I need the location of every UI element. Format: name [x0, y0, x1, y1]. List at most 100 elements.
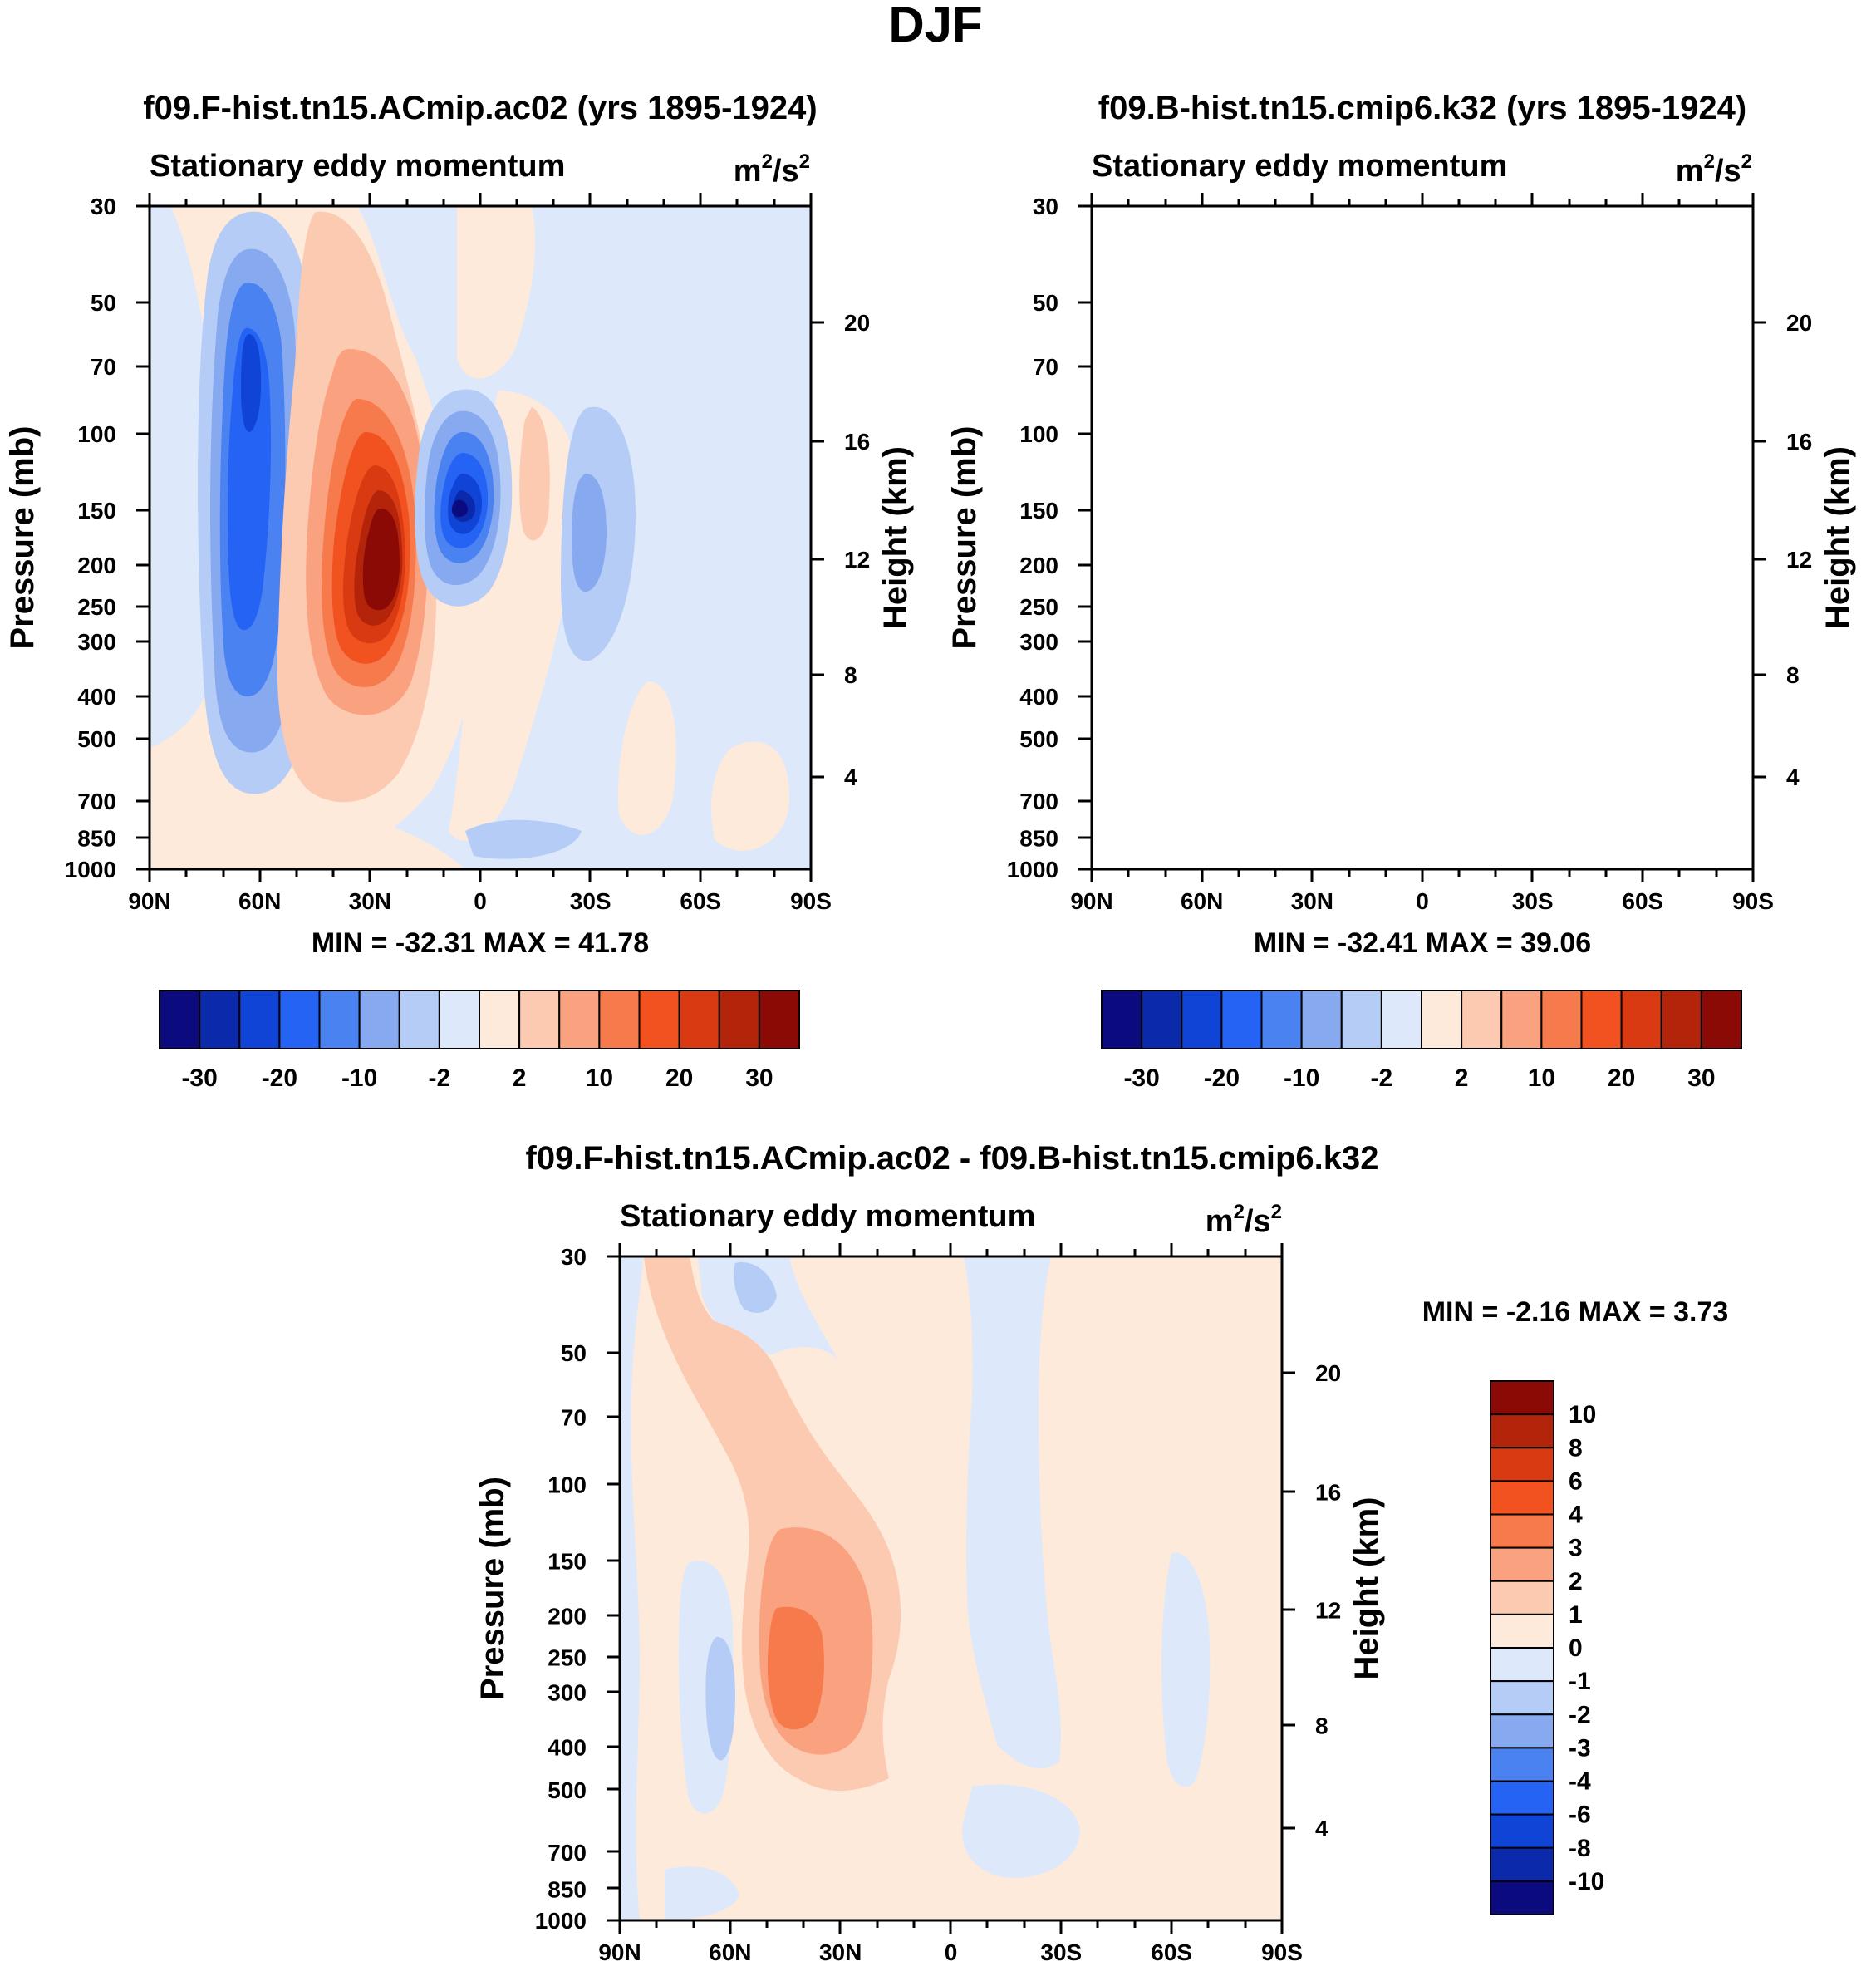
colorbar-swatch	[1620, 990, 1662, 1049]
colorbar-swatch	[1490, 1613, 1554, 1649]
min-value: -32.41	[1338, 927, 1426, 959]
colorbar-swatch	[1490, 1813, 1554, 1849]
colorbar-label: 30	[745, 1064, 773, 1092]
y-right-tick-label: 8	[1786, 662, 1800, 688]
min-value: -32.31	[395, 927, 484, 959]
colorbar-label: 2	[513, 1064, 527, 1092]
contour-negative-band	[451, 499, 468, 517]
min-label: MIN =	[312, 927, 395, 959]
panel-subtitle: Stationary eddy momentum	[1092, 149, 1507, 184]
contour-negative-band	[705, 1636, 735, 1761]
colorbar-swatch	[558, 990, 601, 1049]
colorbar-label: -1	[1569, 1668, 1591, 1695]
colorbar-label: -30	[1123, 1064, 1159, 1092]
colorbar-swatch	[1580, 990, 1623, 1049]
colorbar-swatch	[398, 990, 440, 1049]
x-tick-label: 90N	[128, 888, 170, 914]
colorbar-label: 10	[1528, 1064, 1555, 1092]
colorbar-swatch	[1220, 990, 1263, 1049]
colorbar-swatch	[678, 990, 720, 1049]
contour-negative-band	[734, 1262, 777, 1313]
max-value: 3.73	[1673, 1296, 1728, 1328]
units-label: m2/s2	[734, 150, 810, 189]
colorbar-label: 3	[1569, 1535, 1583, 1562]
x-tick-label: 90S	[1732, 888, 1774, 914]
contour-negative-band	[962, 1784, 1080, 1878]
contour-positive-band	[1285, 465, 1348, 643]
x-tick-label: 60N	[1181, 888, 1223, 914]
contour-negative-band	[1382, 453, 1430, 548]
figure-title: DJF	[888, 0, 982, 52]
colorbar-swatch	[718, 990, 760, 1049]
y-right-tick-label: 4	[1786, 764, 1800, 790]
colorbar-label: -10	[341, 1064, 377, 1092]
colorbar-label: -2	[429, 1064, 451, 1092]
y-tick-label: 700	[548, 1840, 587, 1865]
panel-subtitle: Stationary eddy momentum	[150, 149, 565, 184]
colorbar-swatch	[1490, 1413, 1554, 1449]
y-tick-label: 70	[91, 354, 116, 380]
y-right-axis-title: Height (km)	[1820, 446, 1856, 629]
contour-positive-band	[1264, 399, 1358, 687]
colorbar-swatch	[358, 990, 400, 1049]
contour-negative-band	[1514, 482, 1549, 596]
colorbar-swatch	[1660, 990, 1702, 1049]
colorbar-label: -8	[1569, 1835, 1591, 1862]
y-tick-label: 500	[548, 1777, 587, 1803]
contour-negative-band	[1170, 316, 1213, 622]
colorbar-swatch	[1461, 990, 1503, 1049]
y-tick-label: 700	[77, 789, 116, 814]
colorbar-label: -30	[181, 1064, 217, 1092]
colorbar-label: -2	[1371, 1064, 1393, 1092]
panel-title: f09.B-hist.tn15.cmip6.k32 (yrs 1895-1924…	[1098, 90, 1746, 126]
y-tick-label: 100	[548, 1472, 587, 1497]
colorbar-right: -30 -20 -10 -2 2 10 20 30	[1101, 990, 1742, 1092]
y-right-tick-label: 8	[1315, 1713, 1328, 1739]
contour-negative-band	[964, 1256, 1061, 1769]
colorbar-label: 6	[1569, 1467, 1583, 1495]
max-label: MAX =	[484, 927, 578, 959]
y-right-tick-label: 4	[844, 764, 857, 790]
y-tick-label: 200	[1019, 553, 1058, 578]
colorbar-swatch	[1490, 1846, 1554, 1882]
tick-marks	[136, 193, 824, 882]
contour-field	[1092, 206, 1753, 869]
y-tick-label: 100	[77, 421, 116, 447]
y-tick-label: 250	[1019, 594, 1058, 620]
y-tick-label: 30	[561, 1244, 587, 1270]
colorbar-swatch	[1300, 990, 1343, 1049]
x-tick-label: 90N	[598, 1939, 641, 1965]
colorbar-swatch	[1540, 990, 1583, 1049]
panel-right: f09.B-hist.tn15.cmip6.k32 (yrs 1895-1924…	[1078, 90, 1766, 882]
contour-negative-band	[1377, 428, 1436, 563]
contour-positive-band	[1274, 432, 1353, 664]
colorbar-label: -20	[262, 1064, 297, 1092]
x-tick-label: 90N	[1070, 888, 1112, 914]
y-tick-label: 1000	[65, 857, 116, 882]
y-tick-label: 30	[91, 194, 116, 219]
colorbar-swatch	[1181, 990, 1223, 1049]
y-tick-label: 300	[77, 629, 116, 655]
contour-positive-band	[618, 681, 676, 835]
colorbar-swatch	[1490, 1747, 1554, 1782]
tick-marks	[1078, 193, 1766, 882]
plot-frame	[1090, 204, 1755, 871]
y-tick-label: 400	[548, 1735, 587, 1761]
min-max-label: MIN = -2.16 MAX = 3.73	[1422, 1296, 1729, 1328]
contour-negative-band	[1390, 474, 1424, 534]
contour-positive-band	[1461, 407, 1502, 540]
colorbar-swatch	[1490, 1447, 1554, 1482]
y-axis-title: Pressure (mb)	[4, 426, 41, 650]
colorbar-swatch	[1260, 990, 1303, 1049]
y-tick-label: 400	[1019, 684, 1058, 710]
colorbar-swatch	[758, 990, 800, 1049]
y-tick-label: 300	[1019, 629, 1058, 655]
y-right-axis-title: Height (km)	[877, 446, 914, 629]
colorbar-swatch	[159, 990, 201, 1049]
contour-negative-band	[465, 819, 582, 859]
y-right-tick-label: 20	[1315, 1360, 1341, 1386]
units-label: m2/s2	[1676, 150, 1752, 189]
contour-positive-band	[1653, 710, 1731, 849]
contour-negative-band	[227, 327, 271, 631]
